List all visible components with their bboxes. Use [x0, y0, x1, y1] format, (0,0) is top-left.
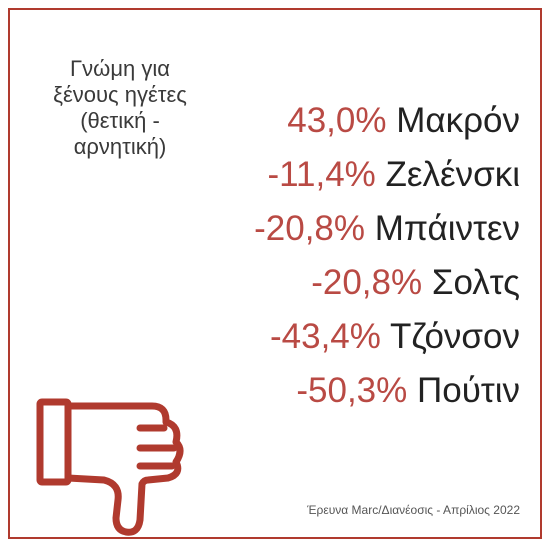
caption-line: αρνητική) — [73, 134, 167, 159]
infographic-card: Γνώμη για ξένους ηγέτες (θετική - αρνητι… — [8, 8, 542, 539]
caption-line: ξένους ηγέτες — [53, 82, 187, 107]
leader-row: -20,8% Μπάιντεν — [200, 202, 520, 256]
leader-percent: -11,4% — [267, 155, 376, 194]
leader-name: Τζόνσον — [389, 317, 520, 356]
leader-percent: -20,8% — [254, 209, 366, 248]
leader-name: Σολτς — [431, 263, 520, 302]
leader-row: 43,0% Μακρόν — [200, 94, 520, 148]
leader-row: -43,4% Τζόνσον — [200, 310, 520, 364]
leader-name: Πούτιν — [417, 371, 520, 410]
leader-row: -50,3% Πούτιν — [200, 364, 520, 418]
leader-percent: -43,4% — [269, 317, 381, 356]
leader-percent: -50,3% — [296, 371, 408, 410]
chart-caption: Γνώμη για ξένους ηγέτες (θετική - αρνητι… — [20, 56, 220, 160]
leader-percent: 43,0% — [287, 101, 387, 140]
leader-name: Μακρόν — [396, 101, 520, 140]
thumbs-down-icon — [36, 398, 184, 536]
source-note: Έρευνα Marc/Διανέοσις - Απρίλιος 2022 — [307, 503, 520, 517]
leader-percent: -20,8% — [311, 263, 423, 302]
caption-line: (θετική - — [80, 108, 160, 133]
leader-name: Μπάιντεν — [374, 209, 520, 248]
leader-row: -11,4% Ζελένσκι — [200, 148, 520, 202]
leader-name: Ζελένσκι — [385, 155, 520, 194]
leader-list: 43,0% Μακρόν -11,4% Ζελένσκι -20,8% Μπάι… — [200, 94, 520, 418]
leader-row: -20,8% Σολτς — [200, 256, 520, 310]
caption-line: Γνώμη για — [70, 56, 170, 81]
